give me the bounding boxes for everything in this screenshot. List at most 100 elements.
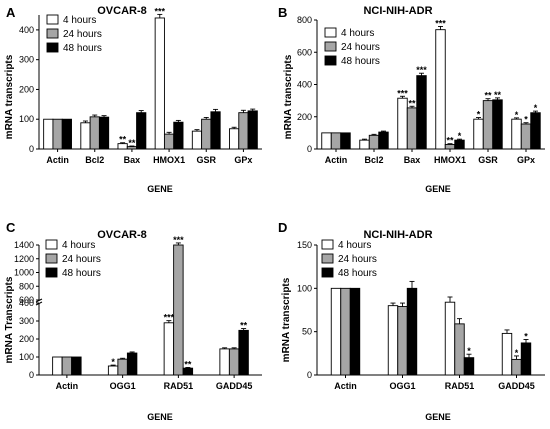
bar-48-hours: [406, 287, 418, 376]
panel-b-ncinihadr-genes: B NCI-NIH-ADR GENE mRNA transcripts 0 200…: [278, 5, 545, 194]
legend-swatch: [324, 41, 337, 52]
x-tick-label: GADD45: [216, 381, 253, 391]
x-tick-label: OGG1: [389, 381, 415, 391]
bar-24-hours: [89, 116, 100, 150]
y-tick-label: 0: [307, 144, 312, 154]
legend-swatch: [321, 253, 334, 264]
bar-48-hours: [378, 131, 389, 150]
significance-marker: *: [524, 331, 528, 341]
bar-48-hours: [520, 342, 532, 376]
y-tick-label: 600: [297, 47, 312, 57]
x-axis-label-d: GENE: [425, 412, 451, 422]
bar-24-hours: [61, 356, 73, 376]
y-tick-label: 800: [19, 281, 34, 291]
bar-48-hours: [492, 99, 503, 150]
significance-marker: **: [240, 321, 248, 331]
y-tick-label: 150: [297, 240, 312, 250]
bar-24-hours: [397, 306, 408, 376]
bar-48-hours: [71, 356, 82, 376]
significance-marker: ***: [416, 65, 427, 75]
bar-48-hours: [238, 329, 249, 376]
significance-marker: ***: [164, 313, 175, 323]
y-tick-label: 1000: [14, 268, 34, 278]
y-tick-label: 200: [19, 334, 34, 344]
significance-marker: **: [119, 135, 127, 145]
significance-marker: ***: [155, 6, 166, 16]
legend-swatch: [321, 239, 334, 250]
y-tick-label: 1400: [14, 240, 34, 250]
y-axis-label-b: mRNA transcripts: [283, 54, 294, 139]
bar-4-hours: [387, 305, 399, 376]
x-tick-label: Bax: [404, 155, 421, 165]
significance-marker: ***: [173, 235, 184, 245]
bar-48-hours: [98, 116, 110, 150]
significance-marker: *: [534, 103, 538, 113]
legend-label: 48 hours: [341, 56, 380, 67]
x-tick-label: HMOX1: [434, 155, 466, 165]
panel-d-ncinihadr-repair-genes: D NCI-NIH-ADR GENE mRNA transcripts 0 50 1…: [278, 220, 545, 422]
x-tick-label: Actin: [46, 155, 69, 165]
x-tick-label: Actin: [334, 381, 357, 391]
bar-4-hours: [154, 17, 165, 150]
panel-letter-c: C: [6, 220, 16, 235]
bar-4-hours: [435, 29, 446, 150]
legend-label: 24 hours: [338, 254, 377, 265]
bar-4-hours: [43, 118, 54, 150]
y-tick-label: 100: [19, 114, 34, 124]
panel-letter-b: B: [278, 5, 287, 20]
bar-24-hours: [201, 118, 212, 150]
bar-4-hours: [229, 128, 240, 150]
y-axis-label-d: mRNA transcripts: [281, 277, 292, 362]
legend-label: 4 hours: [62, 240, 95, 251]
x-tick-label: RAD51: [445, 381, 475, 391]
bar-4-hours: [501, 332, 513, 376]
legend-swatch: [321, 267, 334, 278]
bar-48-hours: [61, 118, 72, 150]
legend-label: 4 hours: [341, 28, 374, 39]
legend-label: 24 hours: [62, 254, 101, 265]
bar-48-hours: [247, 110, 258, 150]
legend-label: 4 hours: [338, 240, 371, 251]
significance-marker: **: [484, 91, 492, 101]
legend-label: 4 hours: [63, 15, 96, 26]
x-tick-label: GSR: [478, 155, 498, 165]
bar-48-hours: [136, 112, 147, 150]
panel-a-ovcar8-genes: A OVCAR-8 GENE mRNA transcripts 0 100 200 3…: [4, 5, 262, 194]
bar-24-hours: [340, 287, 351, 376]
bar-4-hours: [330, 287, 342, 376]
bar-4-hours: [52, 356, 63, 376]
bar-24-hours: [52, 118, 63, 150]
bar-4-hours: [191, 130, 203, 150]
x-tick-label: GSR: [196, 155, 216, 165]
y-tick-label: 0: [29, 144, 34, 154]
legend-swatch: [324, 27, 337, 38]
significance-marker: **: [446, 136, 454, 146]
significance-marker: ***: [435, 18, 446, 28]
panel-title-d: NCI-NIH-ADR: [363, 229, 432, 241]
bar-4-hours: [80, 122, 91, 150]
y-tick-label: 400: [297, 80, 312, 90]
y-tick-label: 0: [29, 370, 34, 380]
y-tick-label: 300: [19, 316, 34, 326]
y-tick-label: 100: [297, 283, 312, 293]
bar-4-hours: [321, 132, 332, 150]
y-tick-label: 200: [19, 84, 34, 94]
legend-swatch: [45, 253, 58, 264]
bar-24-hours: [482, 100, 494, 150]
significance-marker: *: [524, 115, 528, 125]
y-tick-label: 800: [297, 15, 312, 25]
significance-marker: ***: [397, 88, 408, 98]
legend-label: 24 hours: [341, 42, 380, 53]
bar-24-hours: [238, 112, 249, 150]
significance-marker: *: [111, 357, 115, 367]
x-tick-label: Bcl2: [85, 155, 104, 165]
significance-marker: **: [184, 359, 192, 369]
x-tick-label: GPx: [517, 155, 535, 165]
y-tick-label: 400: [19, 25, 34, 35]
bar-48-hours: [454, 139, 465, 150]
bar-24-hours: [454, 323, 465, 376]
legend-label: 48 hours: [62, 268, 101, 279]
bar-48-hours: [463, 357, 475, 376]
bar-24-hours: [228, 348, 240, 376]
